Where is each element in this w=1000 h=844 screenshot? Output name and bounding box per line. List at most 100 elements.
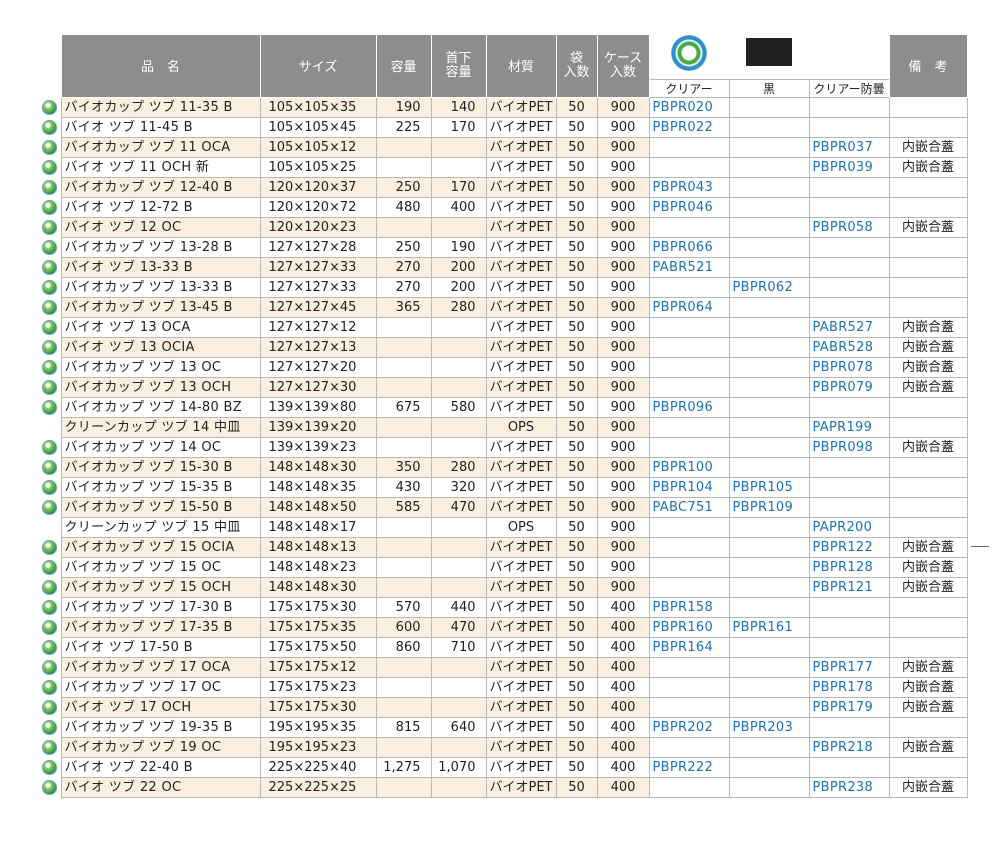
cell-antifog-code: PBPR037 (808, 136, 890, 158)
cell-clear-code: PBPR066 (648, 236, 730, 258)
bio-leaf-icon (41, 639, 57, 655)
cell-name: バイオカップ ツブ 14-80 BZ (60, 396, 261, 418)
cell-name: クリーンカップ ツブ 14 中皿 (60, 416, 261, 438)
cell-material: バイオPET (485, 716, 557, 738)
cell-name: バイオカップ ツブ 17 OCA (60, 656, 261, 678)
cell-capacity (375, 336, 432, 358)
cell-bag-qty: 50 (555, 336, 598, 358)
cell-bag-qty: 50 (555, 356, 598, 378)
table-row: バイオカップ ツブ 17 OC 175×175×23 バイオPET 50 400 PBPR… (38, 676, 968, 698)
header-remarks: 備 考 (888, 34, 968, 98)
cell-bag-qty: 50 (555, 416, 598, 438)
cell-bag-qty: 50 (555, 576, 598, 598)
cell-size: 127×127×28 (259, 236, 377, 258)
cell-name: バイオカップ ツブ 15-35 B (60, 476, 261, 498)
cell-black-code (728, 556, 810, 578)
bio-leaf-icon (41, 759, 57, 775)
cell-neck-capacity: 440 (430, 596, 487, 618)
cell-icon (38, 237, 61, 257)
table-row: バイオカップ ツブ 13-45 B 127×127×45 365 280 バイオPET 5… (38, 296, 968, 318)
cell-capacity: 480 (375, 196, 432, 218)
cell-case-qty: 900 (596, 376, 650, 398)
cell-icon (38, 137, 61, 157)
cell-size: 139×139×80 (259, 396, 377, 418)
cell-material: バイオPET (485, 476, 557, 498)
header-black: 黒 (728, 78, 810, 98)
cell-clear-code (648, 556, 730, 578)
cell-black-code (728, 136, 810, 158)
cell-black-code (728, 536, 810, 558)
bio-leaf-icon (41, 579, 57, 595)
cell-remarks: 内嵌合蓋 (888, 156, 968, 178)
cell-antifog-code: PBPR039 (808, 156, 890, 178)
cell-antifog-code: PAPR200 (808, 516, 890, 538)
cell-bag-qty: 50 (555, 456, 598, 478)
cell-name: バイオ ツブ 13 OCIA (60, 336, 261, 358)
cell-remarks: 内嵌合蓋 (888, 736, 968, 758)
bio-leaf-icon (41, 399, 57, 415)
cell-bag-qty: 50 (555, 276, 598, 298)
cell-material: バイオPET (485, 236, 557, 258)
bio-leaf-icon (41, 359, 57, 375)
cell-material: OPS (485, 416, 557, 438)
cell-name: バイオカップ ツブ 15-50 B (60, 496, 261, 518)
cell-clear-code: PBPR222 (648, 756, 730, 778)
cell-material: バイオPET (485, 196, 557, 218)
cell-remarks: 内嵌合蓋 (888, 656, 968, 678)
bio-leaf-icon (41, 339, 57, 355)
cell-name: バイオ ツブ 22-40 B (60, 756, 261, 778)
cell-bag-qty: 50 (555, 556, 598, 578)
cell-neck-capacity (430, 576, 487, 598)
cell-capacity (375, 676, 432, 698)
table-row: バイオ ツブ 13 OCA 127×127×12 バイオPET 50 900 PABR52… (38, 316, 968, 338)
cell-clear-code (648, 376, 730, 398)
cell-material: バイオPET (485, 356, 557, 378)
cell-remarks (888, 496, 968, 518)
table-row: バイオカップ ツブ 15 OC 148×148×23 バイオPET 50 900 PBPR… (38, 556, 968, 578)
cell-name: バイオ ツブ 12-72 B (60, 196, 261, 218)
cell-remarks (888, 236, 968, 258)
cell-black-code (728, 456, 810, 478)
table-row: バイオカップ ツブ 17-30 B 175×175×30 570 440 バイオPET 5… (38, 596, 968, 618)
table-row: バイオ ツブ 17-50 B 175×175×50 860 710 バイオPET 50 40… (38, 636, 968, 658)
cell-capacity (375, 736, 432, 758)
header-neck-capacity-bottom: 容量 (445, 64, 472, 80)
cell-material: バイオPET (485, 656, 557, 678)
cell-neck-capacity (430, 436, 487, 458)
cell-neck-capacity: 280 (430, 456, 487, 478)
cell-material: バイオPET (485, 116, 557, 138)
cell-black-code (728, 156, 810, 178)
cell-material: バイオPET (485, 156, 557, 178)
cell-antifog-code (808, 756, 890, 778)
cell-case-qty: 400 (596, 736, 650, 758)
cell-size: 148×148×13 (259, 536, 377, 558)
header-name: 品 名 (60, 34, 261, 98)
bio-leaf-icon (41, 699, 57, 715)
cell-neck-capacity (430, 356, 487, 378)
cell-icon (38, 257, 61, 277)
cell-material: バイオPET (485, 696, 557, 718)
cell-neck-capacity: 190 (430, 236, 487, 258)
cell-black-code (728, 656, 810, 678)
cell-capacity (375, 696, 432, 718)
cell-case-qty: 900 (596, 136, 650, 158)
table-row: バイオカップ ツブ 14-80 BZ 139×139×80 675 580 バイオPET… (38, 396, 968, 418)
cell-material: バイオPET (485, 396, 557, 418)
cell-icon (38, 557, 61, 577)
cell-antifog-code (808, 116, 890, 138)
cell-size: 139×139×23 (259, 436, 377, 458)
cell-remarks: 内嵌合蓋 (888, 576, 968, 598)
cell-clear-code: PBPR022 (648, 116, 730, 138)
cell-name: バイオカップ ツブ 13-33 B (60, 276, 261, 298)
bio-leaf-icon (41, 119, 57, 135)
cell-name: バイオカップ ツブ 17 OC (60, 676, 261, 698)
cell-material: バイオPET (485, 556, 557, 578)
cell-neck-capacity (430, 216, 487, 238)
cell-remarks (888, 96, 968, 118)
cell-remarks (888, 596, 968, 618)
cell-icon (38, 717, 61, 737)
cell-name: バイオカップ ツブ 15 OCH (60, 576, 261, 598)
cell-antifog-code: PBPR121 (808, 576, 890, 598)
cell-capacity: 190 (375, 96, 432, 118)
cell-antifog-code: PBPR177 (808, 656, 890, 678)
